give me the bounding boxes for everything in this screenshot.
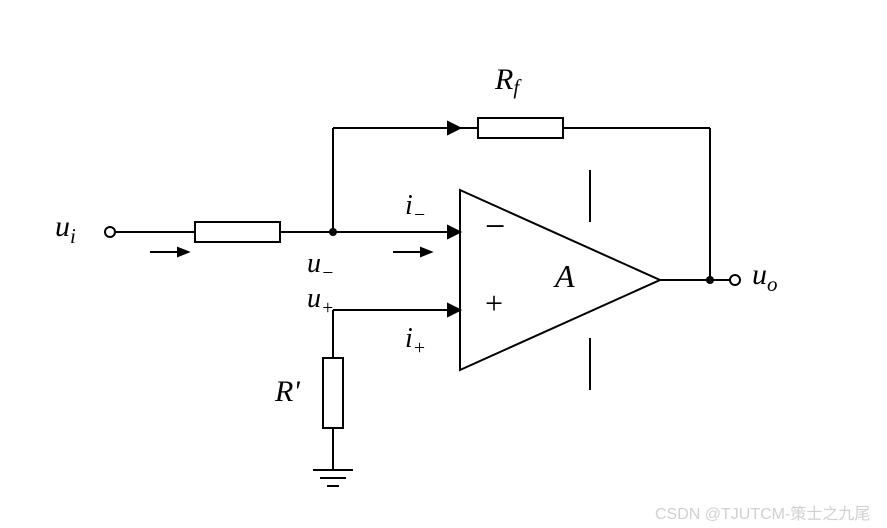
wires xyxy=(110,128,735,470)
op-amp-plus: + xyxy=(485,285,503,322)
label-R-prime: R' xyxy=(275,375,300,409)
junction-inverting xyxy=(329,228,337,236)
op-amp-minus: − xyxy=(485,205,505,247)
input-terminal xyxy=(105,227,115,237)
label-u-o: uo xyxy=(752,258,778,297)
label-u-plus: u+ xyxy=(307,283,334,320)
label-i-plus: i+ xyxy=(405,323,426,360)
ground-symbol xyxy=(313,470,353,486)
junction-output xyxy=(706,276,714,284)
resistor-feedback xyxy=(478,118,563,138)
resistor-prime xyxy=(323,358,343,428)
watermark: CSDN @TJUTCM-策士之九尾 xyxy=(655,500,870,524)
resistor-input xyxy=(195,222,280,242)
label-u-i: ui xyxy=(55,210,76,249)
label-i-minus: i− xyxy=(405,190,426,227)
label-A: A xyxy=(555,258,575,295)
label-R-f: Rf xyxy=(495,63,519,102)
output-terminal xyxy=(730,275,740,285)
label-u-minus: u− xyxy=(307,248,334,285)
